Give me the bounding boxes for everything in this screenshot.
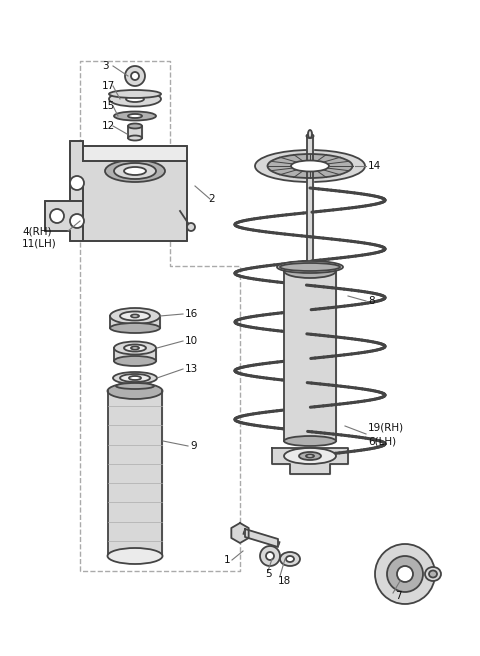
Ellipse shape (128, 136, 142, 140)
Circle shape (50, 209, 64, 223)
Text: 12: 12 (102, 121, 115, 131)
Circle shape (187, 223, 195, 231)
Polygon shape (128, 126, 142, 138)
Text: 11(LH): 11(LH) (22, 239, 57, 249)
Ellipse shape (267, 154, 352, 178)
Ellipse shape (110, 308, 160, 324)
Ellipse shape (124, 167, 146, 175)
Text: 13: 13 (185, 364, 198, 374)
Circle shape (375, 544, 435, 604)
Circle shape (131, 72, 139, 80)
Ellipse shape (113, 372, 157, 384)
Circle shape (260, 546, 280, 566)
Ellipse shape (109, 90, 161, 98)
Ellipse shape (291, 161, 329, 171)
Ellipse shape (114, 356, 156, 366)
Ellipse shape (284, 448, 336, 464)
Ellipse shape (108, 548, 163, 564)
Text: 3: 3 (102, 61, 108, 71)
Ellipse shape (280, 263, 340, 271)
Circle shape (70, 214, 84, 228)
Ellipse shape (109, 91, 161, 106)
Ellipse shape (128, 114, 142, 118)
Text: 14: 14 (368, 161, 381, 171)
Polygon shape (272, 448, 348, 474)
Ellipse shape (429, 571, 437, 577)
Text: 5: 5 (265, 569, 272, 579)
Ellipse shape (131, 346, 139, 350)
Polygon shape (284, 271, 336, 441)
Text: 17: 17 (102, 81, 115, 91)
Ellipse shape (286, 556, 294, 562)
Text: 16: 16 (185, 309, 198, 319)
Text: 19(RH): 19(RH) (368, 423, 404, 433)
Ellipse shape (425, 567, 441, 581)
Circle shape (266, 552, 274, 560)
Ellipse shape (114, 163, 156, 179)
Polygon shape (45, 181, 83, 241)
Text: 10: 10 (185, 336, 198, 346)
Ellipse shape (255, 150, 365, 182)
Ellipse shape (128, 123, 142, 129)
Text: 9: 9 (190, 441, 197, 451)
Ellipse shape (114, 112, 156, 121)
Ellipse shape (126, 96, 144, 102)
Circle shape (125, 66, 145, 86)
Polygon shape (110, 316, 160, 328)
Text: 8: 8 (368, 296, 374, 306)
Text: 15: 15 (102, 101, 115, 111)
Ellipse shape (108, 383, 163, 399)
Text: 1: 1 (223, 555, 230, 565)
Text: 18: 18 (278, 576, 291, 586)
Ellipse shape (306, 455, 314, 457)
Ellipse shape (120, 374, 150, 382)
Text: 4(RH): 4(RH) (22, 226, 51, 236)
Ellipse shape (307, 134, 313, 138)
Polygon shape (245, 529, 278, 547)
Ellipse shape (277, 261, 343, 273)
Ellipse shape (110, 323, 160, 333)
Ellipse shape (120, 312, 150, 321)
Circle shape (397, 566, 413, 582)
Polygon shape (307, 136, 313, 266)
Ellipse shape (105, 160, 165, 182)
Ellipse shape (299, 452, 321, 460)
Text: 2: 2 (208, 194, 215, 204)
Circle shape (387, 556, 423, 592)
Ellipse shape (280, 552, 300, 566)
Circle shape (70, 176, 84, 190)
Text: 7: 7 (395, 591, 402, 601)
Ellipse shape (308, 130, 312, 138)
Polygon shape (231, 523, 249, 543)
Polygon shape (83, 146, 187, 161)
Ellipse shape (129, 376, 141, 380)
Polygon shape (70, 141, 187, 241)
Ellipse shape (124, 344, 146, 352)
Ellipse shape (116, 383, 154, 389)
Ellipse shape (131, 314, 139, 318)
Ellipse shape (114, 342, 156, 354)
Polygon shape (114, 348, 156, 361)
Ellipse shape (284, 436, 336, 446)
Text: 6(LH): 6(LH) (368, 436, 396, 446)
Ellipse shape (284, 264, 336, 278)
Polygon shape (108, 391, 162, 556)
